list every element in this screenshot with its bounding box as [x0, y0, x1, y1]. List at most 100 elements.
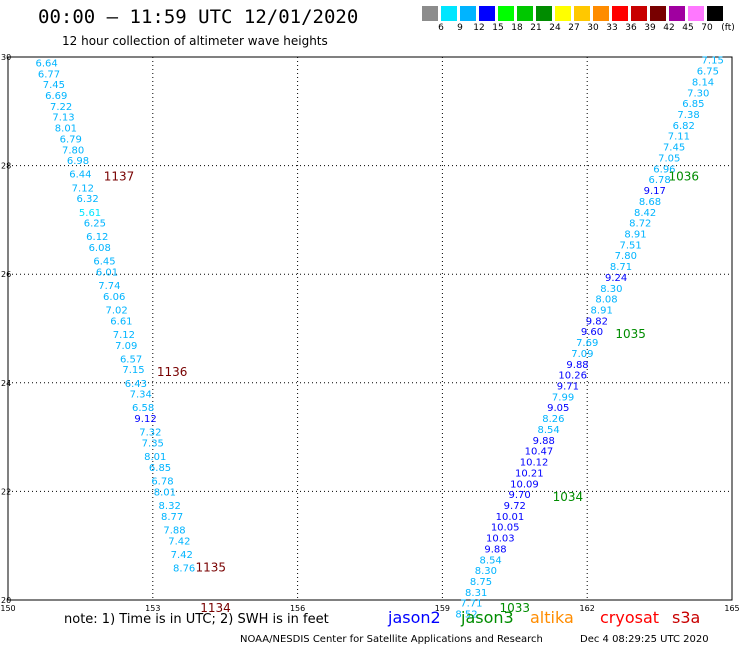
legend-swatch: [688, 6, 704, 21]
swh-value: 8.68: [639, 197, 661, 208]
swh-value: 6.78: [151, 477, 173, 488]
swh-value: 7.80: [62, 145, 84, 156]
swh-value: 6.45: [93, 257, 115, 268]
swh-value: 7.38: [677, 110, 699, 121]
legend-swatch: [536, 6, 552, 21]
swh-value: 8.14: [692, 77, 714, 88]
swh-value: 7.45: [663, 143, 685, 154]
y-tick-label: 20: [1, 596, 11, 605]
swh-value: 7.32: [139, 428, 161, 439]
swh-value: 8.91: [591, 305, 613, 316]
legend-label: 45: [682, 23, 694, 33]
swh-value: 6.06: [103, 292, 125, 303]
plot-frame: [7, 56, 733, 601]
legend-swatch: [612, 6, 628, 21]
swh-value: 6.58: [132, 403, 154, 414]
legend-label: 70: [701, 23, 713, 33]
swh-value: 8.08: [595, 295, 617, 306]
swh-value: 8.30: [475, 566, 497, 577]
swh-value: 6.32: [77, 194, 99, 205]
legend-swatch: [422, 6, 438, 21]
x-tick-label: 165: [724, 604, 739, 613]
legend-label: 12: [473, 23, 485, 33]
swh-value: 7.22: [50, 102, 72, 113]
legend-label: 30: [587, 23, 599, 33]
satellite-jason3: jason3: [461, 608, 514, 627]
swh-value: 7.42: [171, 550, 193, 561]
credit-text: NOAA/NESDIS Center for Satellite Applica…: [240, 634, 543, 645]
x-tick-label: 153: [145, 604, 160, 613]
swh-value: 7.15: [122, 365, 144, 376]
pass-time-label: 1135: [195, 560, 226, 574]
timestamp: Dec 4 08:29:25 UTC 2020: [580, 634, 709, 645]
swh-value: 8.32: [159, 501, 181, 512]
pass-time-label: 1033: [500, 601, 531, 615]
x-tick-label: 156: [290, 604, 305, 613]
swh-value: 7.74: [98, 281, 120, 292]
swh-value: 10.12: [520, 458, 549, 469]
swh-value: 6.69: [45, 91, 67, 102]
pass-time-label: 1035: [615, 327, 646, 341]
swh-value: 6.57: [120, 354, 142, 365]
swh-value: 9.60: [581, 327, 603, 338]
legend-label: 42: [663, 23, 675, 33]
pass-time-label: 1137: [104, 169, 135, 183]
swh-value: 7.12: [72, 183, 94, 194]
swh-value: 7.12: [113, 330, 135, 341]
legend-label: 9: [457, 23, 463, 33]
swh-value: 8.01: [144, 452, 166, 463]
legend-swatch: [479, 6, 495, 21]
swh-value: 10.09: [510, 479, 539, 490]
swh-value: 9.72: [504, 501, 526, 512]
swh-value: 9.17: [644, 186, 666, 197]
swh-value: 8.76: [173, 563, 195, 574]
legend-label: 24: [549, 23, 561, 33]
swh-value: 9.12: [134, 414, 156, 425]
swh-value: 6.79: [60, 134, 82, 145]
swh-value: 6.08: [89, 243, 111, 254]
swh-value: 6.43: [125, 379, 147, 390]
legend-swatch: [441, 6, 457, 21]
swh-value: 7.45: [43, 80, 65, 91]
swh-value: 8.75: [470, 577, 492, 588]
satellite-jason2: jason2: [388, 608, 441, 627]
swh-value: 6.64: [35, 58, 57, 69]
swh-value: 8.26: [542, 414, 564, 425]
swh-value: 7.80: [615, 251, 637, 262]
swh-value: 7.13: [52, 113, 74, 124]
x-tick-label: 150: [0, 604, 15, 613]
satellite-s3a: s3a: [672, 608, 701, 627]
satellite-altika: altika: [530, 608, 574, 627]
legend-swatch: [593, 6, 609, 21]
swh-value: 8.54: [537, 425, 559, 436]
legend-label: 6: [438, 23, 444, 33]
swh-value: 6.12: [86, 232, 108, 243]
page-title: 00:00 – 11:59 UTC 12/01/2020: [38, 6, 359, 28]
swh-value: 8.31: [465, 588, 487, 599]
legend-label: 21: [530, 23, 542, 33]
legend-swatch: [460, 6, 476, 21]
pass-time-label: 1036: [668, 169, 699, 183]
swh-value: 9.88: [533, 436, 555, 447]
swh-value: 9.24: [605, 273, 627, 284]
swh-value: 8.72: [629, 219, 651, 230]
swh-value: 7.09: [115, 341, 137, 352]
legend-label: 39: [644, 23, 656, 33]
x-tick-label: 159: [435, 604, 450, 613]
swh-value: 6.98: [67, 156, 89, 167]
swh-value: 8.54: [480, 555, 502, 566]
swh-value: 10.26: [558, 371, 587, 382]
swh-value: 8.30: [600, 284, 622, 295]
swh-value: 7.02: [105, 305, 127, 316]
swh-value: 7.34: [130, 390, 152, 401]
swh-value: 9.05: [547, 403, 569, 414]
swh-value: 9.82: [586, 316, 608, 327]
legend-swatch: [631, 6, 647, 21]
swh-value: 6.61: [110, 316, 132, 327]
swh-value: 7.42: [168, 536, 190, 547]
swh-value: 7.71: [460, 599, 482, 610]
swh-value: 6.96: [653, 164, 675, 175]
swh-value: 9.88: [566, 360, 588, 371]
footer-note: note: 1) Time is in UTC; 2) SWH is in fe…: [64, 612, 329, 627]
